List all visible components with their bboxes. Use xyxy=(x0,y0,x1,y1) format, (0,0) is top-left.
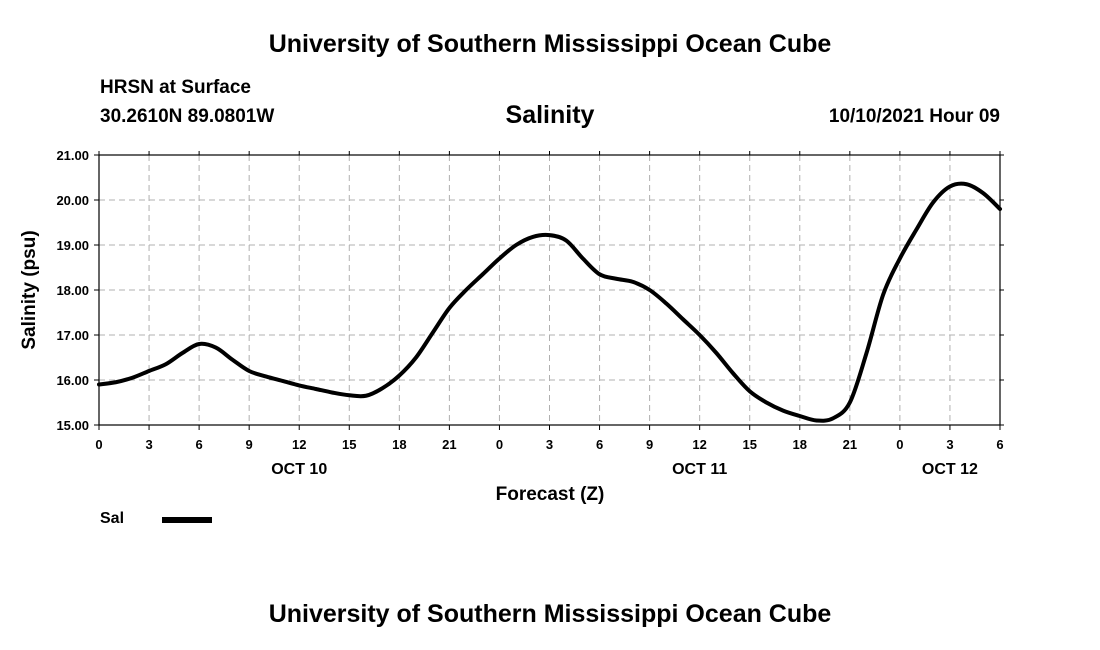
salinity-series-line xyxy=(97,181,1002,423)
day-label: OCT 10 xyxy=(271,461,327,478)
plot-frame xyxy=(98,154,1001,426)
y-tick-label: 20.00 xyxy=(56,193,89,208)
x-tick-label: 0 xyxy=(95,437,102,452)
x-tick-label: 3 xyxy=(946,437,953,452)
day-label: OCT 11 xyxy=(672,461,727,478)
chart-title-bottom: University of Southern Mississippi Ocean… xyxy=(268,600,832,628)
x-tick-label: 15 xyxy=(742,437,756,452)
x-tick-label: 9 xyxy=(646,437,653,452)
x-axis-label: Forecast (Z) xyxy=(496,484,605,505)
x-tick-label: 6 xyxy=(596,437,603,452)
x-tick-label: 18 xyxy=(392,437,406,452)
x-tick-label: 3 xyxy=(546,437,553,452)
legend-swatch xyxy=(162,517,212,523)
x-tick-label: 12 xyxy=(692,437,706,452)
x-tick-label: 3 xyxy=(145,437,152,452)
x-tick-label: 21 xyxy=(843,437,857,452)
day-label: OCT 12 xyxy=(922,461,978,478)
y-tick-label: 15.00 xyxy=(56,418,89,433)
x-tick-label: 6 xyxy=(195,437,202,452)
x-tick-label: 21 xyxy=(442,437,456,452)
legend-label: Sal xyxy=(100,510,125,527)
variable-title: Salinity xyxy=(505,101,595,129)
y-tick-label: 18.00 xyxy=(56,283,89,298)
x-tick-label: 0 xyxy=(496,437,503,452)
coordinates-label: 30.2610N 89.0801W xyxy=(100,106,275,127)
chart-title-top: University of Southern Mississippi Ocean… xyxy=(268,30,832,58)
x-tick-label: 12 xyxy=(292,437,306,452)
y-tick-label: 17.00 xyxy=(56,328,89,343)
y-tick-label: 16.00 xyxy=(56,373,89,388)
station-label: HRSN at Surface xyxy=(100,77,251,98)
x-tick-label: 6 xyxy=(996,437,1003,452)
y-tick-label: 19.00 xyxy=(56,238,89,253)
x-tick-label: 18 xyxy=(793,437,807,452)
forecast-date-label: 10/10/2021 Hour 09 xyxy=(828,106,1000,127)
x-tick-label: 0 xyxy=(896,437,903,452)
x-tick-label: 9 xyxy=(246,437,253,452)
x-tick-label: 15 xyxy=(342,437,356,452)
y-tick-label: 21.00 xyxy=(56,148,89,163)
y-axis-label: Salinity (psu) xyxy=(19,230,40,349)
